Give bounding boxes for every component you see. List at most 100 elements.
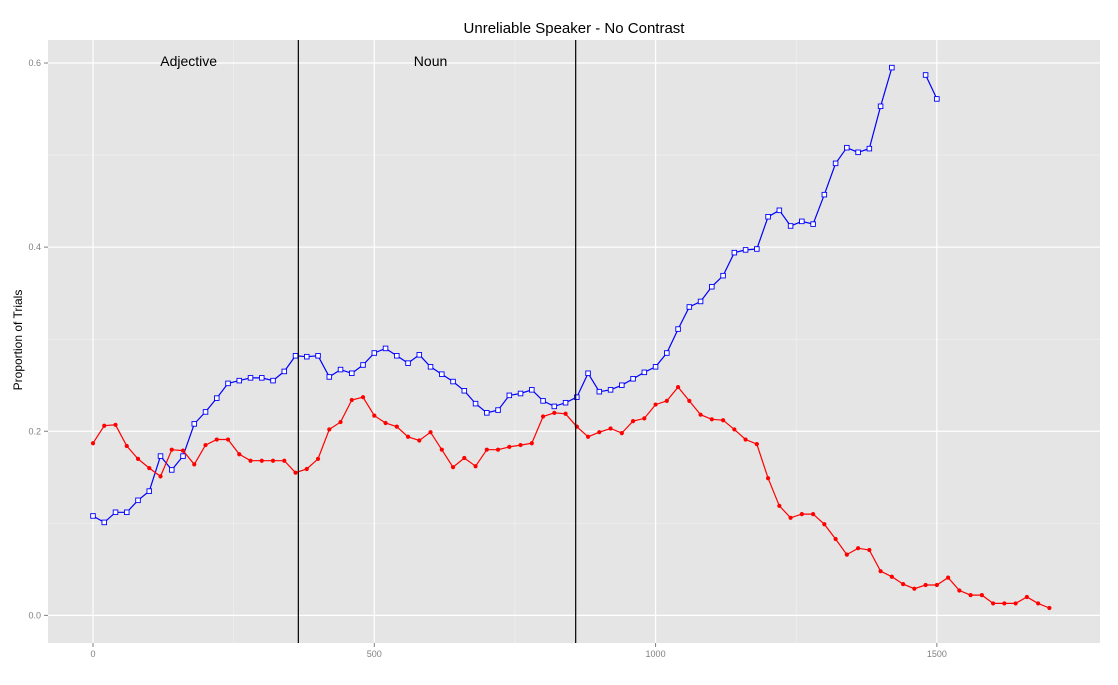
- data-point: [844, 552, 849, 557]
- data-point: [878, 569, 883, 574]
- data-point: [293, 470, 298, 475]
- data-point: [664, 398, 669, 403]
- data-point: [158, 474, 163, 479]
- data-point: [507, 444, 512, 450]
- data-point: [698, 412, 703, 417]
- data-point: [810, 221, 816, 227]
- data-point: [855, 149, 861, 156]
- data-point: [124, 443, 129, 449]
- y-tick-label: 0.6: [28, 58, 41, 68]
- data-point: [844, 144, 850, 151]
- data-point: [157, 453, 164, 459]
- data-point: [484, 447, 489, 452]
- data-point: [394, 353, 400, 359]
- data-point: [833, 536, 838, 542]
- data-point: [101, 519, 108, 526]
- data-point: [923, 582, 928, 588]
- data-point: [866, 145, 873, 152]
- data-point: [652, 364, 659, 370]
- data-point: [237, 452, 242, 457]
- data-point: [416, 352, 423, 358]
- data-point: [135, 497, 141, 504]
- data-point: [754, 442, 759, 447]
- x-tick-label: 0: [90, 649, 95, 659]
- data-point: [439, 447, 444, 452]
- data-point: [552, 410, 557, 415]
- data-point: [731, 249, 738, 256]
- data-point: [687, 398, 692, 403]
- data-point: [686, 304, 693, 310]
- data-point: [259, 458, 264, 463]
- data-point: [653, 402, 658, 407]
- data-point: [946, 575, 951, 580]
- data-point: [180, 453, 186, 459]
- data-point: [259, 375, 265, 381]
- data-point: [203, 442, 208, 448]
- data-point: [979, 593, 984, 598]
- x-tick-label: 1000: [646, 649, 666, 659]
- data-point: [484, 410, 490, 416]
- data-point: [597, 430, 602, 435]
- data-point: [934, 582, 939, 588]
- data-point: [315, 456, 321, 461]
- data-point: [90, 441, 96, 446]
- data-point: [338, 419, 343, 425]
- data-point: [247, 375, 254, 381]
- data-point: [372, 413, 377, 418]
- data-point: [934, 96, 940, 102]
- data-point: [732, 427, 737, 432]
- data-point: [225, 437, 231, 442]
- data-point: [327, 427, 332, 432]
- data-point: [270, 458, 276, 463]
- data-point: [169, 467, 175, 473]
- data-point: [822, 522, 827, 527]
- data-point: [113, 422, 118, 427]
- data-point: [371, 350, 378, 356]
- data-point: [619, 431, 624, 436]
- data-point: [867, 547, 872, 553]
- data-point: [473, 464, 478, 469]
- data-point: [90, 513, 96, 519]
- data-point: [889, 64, 895, 71]
- data-point: [608, 426, 613, 431]
- data-point: [517, 390, 524, 397]
- data-point: [326, 374, 333, 380]
- data-point: [630, 419, 636, 424]
- data-point: [304, 353, 310, 360]
- x-tick-label: 1500: [927, 649, 947, 659]
- data-point: [202, 409, 209, 415]
- data-point: [675, 384, 681, 390]
- data-point: [248, 458, 253, 463]
- data-point: [405, 360, 411, 366]
- data-point: [337, 366, 344, 373]
- chart-title: Unreliable Speaker - No Contrast: [463, 20, 685, 37]
- data-point: [675, 326, 681, 332]
- data-point: [472, 400, 479, 407]
- data-point: [754, 246, 760, 252]
- data-point: [112, 509, 119, 516]
- data-point: [304, 466, 309, 472]
- data-point: [146, 488, 153, 494]
- y-tick-label: 0.4: [28, 242, 41, 252]
- y-tick-label: 0.0: [28, 610, 41, 620]
- data-point: [799, 512, 804, 517]
- data-point: [709, 417, 714, 422]
- data-point: [720, 272, 726, 279]
- data-point: [1013, 601, 1018, 606]
- data-point: [821, 191, 828, 198]
- data-point: [574, 394, 580, 400]
- data-point: [1036, 601, 1041, 606]
- data-point: [214, 395, 220, 401]
- data-point: [585, 434, 591, 439]
- data-point: [877, 103, 884, 110]
- data-point: [102, 423, 107, 428]
- data-point: [1024, 594, 1029, 600]
- data-point: [777, 503, 782, 508]
- data-point: [292, 353, 299, 359]
- data-point: [180, 448, 186, 453]
- data-point: [349, 370, 355, 377]
- data-point: [236, 377, 243, 384]
- data-point: [225, 380, 231, 387]
- data-point: [957, 588, 962, 593]
